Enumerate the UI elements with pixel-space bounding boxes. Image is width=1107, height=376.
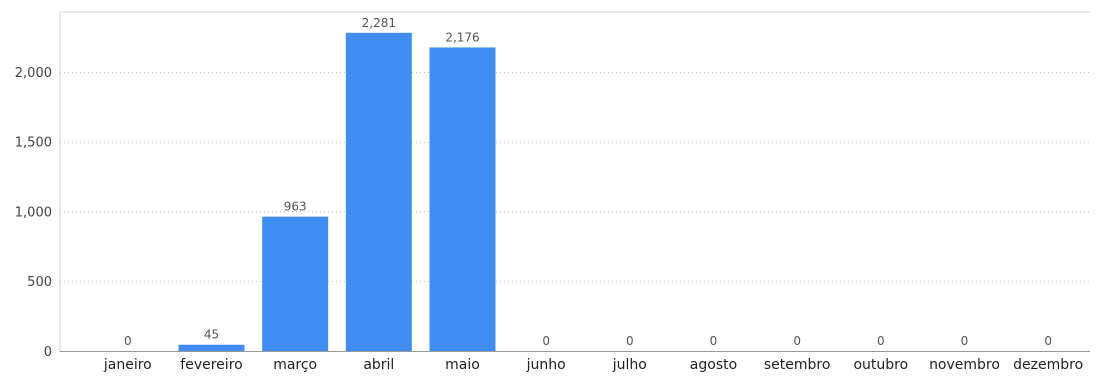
x-tick-label: maio xyxy=(445,357,480,372)
data-label: 2,176 xyxy=(445,30,479,44)
x-tick-label: agosto xyxy=(690,357,737,372)
bar xyxy=(429,47,496,351)
data-label: 0 xyxy=(542,334,550,348)
x-axis-tick-labels: janeiro fevereiro março abril maio junho julho… xyxy=(103,357,1083,373)
data-label: 0 xyxy=(877,334,885,348)
data-label: 45 xyxy=(204,328,219,342)
y-tick-label: 1,500 xyxy=(15,136,52,151)
data-label: 0 xyxy=(710,334,718,348)
data-label: 0 xyxy=(626,334,634,348)
y-tick-label: 1,000 xyxy=(15,205,52,220)
data-label: 2,281 xyxy=(362,16,396,30)
y-tick-label: 2,000 xyxy=(15,66,52,81)
bar xyxy=(178,344,245,351)
x-tick-label: fevereiro xyxy=(180,357,242,372)
x-tick-label: novembro xyxy=(929,357,1000,372)
data-label: 0 xyxy=(1044,334,1052,348)
x-tick-label: setembro xyxy=(764,357,831,372)
x-tick-label: abril xyxy=(363,357,394,372)
data-label: 0 xyxy=(124,334,132,348)
bar xyxy=(262,216,329,351)
y-tick-label: 0 xyxy=(44,345,52,360)
x-tick-label: junho xyxy=(526,357,566,372)
x-tick-label: julho xyxy=(612,357,647,372)
data-label: 963 xyxy=(284,200,307,214)
data-label: 0 xyxy=(793,334,801,348)
y-tick-label: 500 xyxy=(27,275,52,290)
bar xyxy=(345,32,412,352)
x-tick-label: dezembro xyxy=(1013,357,1083,372)
bars xyxy=(178,32,496,352)
y-axis-tick-labels: 0 500 1,000 1,500 2,000 xyxy=(15,66,52,360)
x-tick-label: janeiro xyxy=(103,357,152,372)
data-labels: 0 45 963 2,281 2,176 0 0 0 0 0 0 0 xyxy=(124,16,1052,348)
gridlines xyxy=(60,72,1090,282)
x-tick-label: outubro xyxy=(853,357,908,372)
x-tick-label: março xyxy=(273,357,317,372)
data-label: 0 xyxy=(961,334,969,348)
